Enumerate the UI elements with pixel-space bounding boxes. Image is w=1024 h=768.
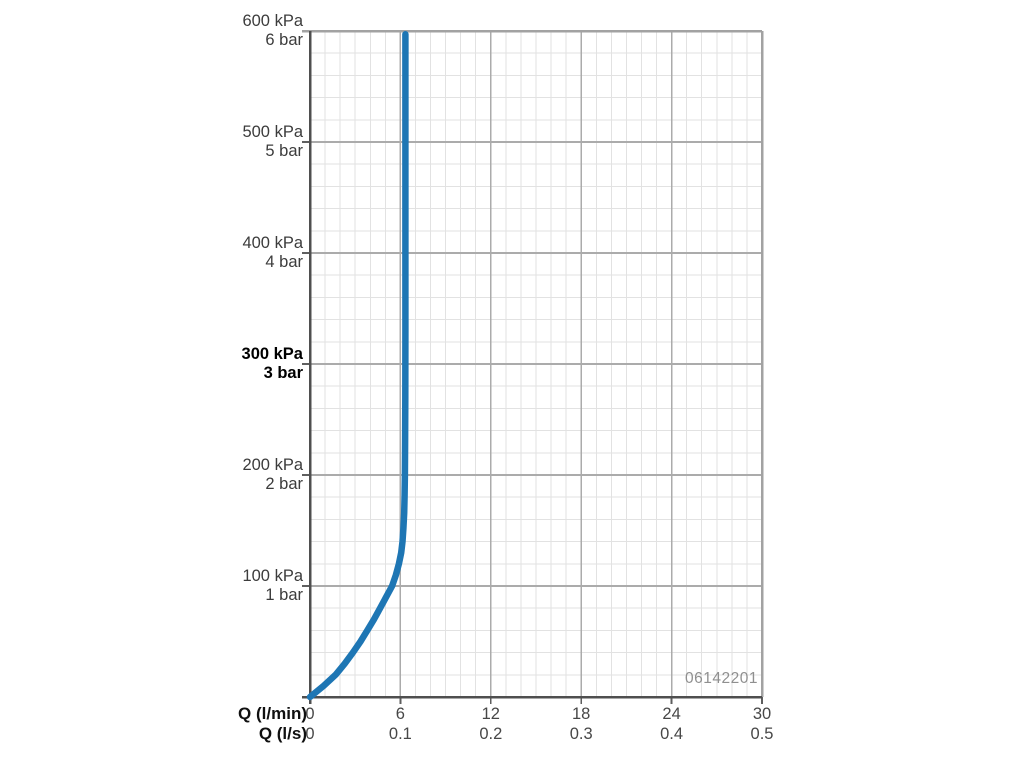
pressure-kpa-text: 100 kPa (242, 567, 303, 585)
flow-ls-tick-label: 0.1 (388, 725, 412, 743)
flow-ls-tick-label: 0.3 (569, 725, 593, 743)
pressure-kpa-text: 300 kPa (241, 345, 303, 363)
pressure-kpa-text: 600 kPa (242, 12, 303, 30)
flow-lmin-tick-label: 18 (572, 705, 591, 723)
flow-axis-unit-ls: Q (l/s) (258, 724, 307, 743)
pressure-tick-label: 100 kPa 1 bar (242, 566, 303, 606)
pressure-tick-label: 500 kPa 5 bar (242, 122, 303, 162)
flow-axis-unit-lmin: Q (l/min) (238, 704, 307, 723)
flow-ls-tick-label: 0 (305, 725, 315, 743)
flow-curve (306, 31, 409, 701)
pressure-bar-text: 3 bar (263, 364, 303, 382)
pressure-bar-text: 5 bar (265, 142, 303, 160)
flow-lmin-tick-label: 24 (662, 705, 681, 723)
flow-ls-tick-label: 0.5 (750, 725, 774, 743)
flow-ls-tick-label: 0.2 (479, 725, 503, 743)
flow-ls-tick-label: 0.4 (660, 725, 684, 743)
flow-lmin-tick-label: 0 (305, 705, 315, 723)
product-id-watermark: 06142201 (685, 670, 758, 687)
pressure-bar-text: 2 bar (265, 475, 303, 493)
pressure-tick-label: 600 kPa 6 bar (242, 11, 303, 51)
flow-lmin-tick-label: 12 (481, 705, 500, 723)
pressure-bar-text: 4 bar (265, 253, 303, 271)
pressure-kpa-text: 500 kPa (242, 123, 303, 141)
pressure-kpa-text: 200 kPa (242, 456, 303, 474)
pressure-tick-label: 400 kPa 4 bar (242, 233, 303, 273)
pressure-bar-text: 6 bar (265, 31, 303, 49)
pressure-kpa-text: 400 kPa (242, 234, 303, 252)
flow-lmin-tick-label: 6 (395, 705, 405, 723)
pressure-bar-text: 1 bar (265, 586, 303, 604)
flow-lmin-tick-label: 30 (752, 705, 772, 723)
pressure-tick-label: 300 kPa 3 bar (242, 344, 303, 384)
pressure-tick-label: 200 kPa 2 bar (242, 455, 303, 495)
